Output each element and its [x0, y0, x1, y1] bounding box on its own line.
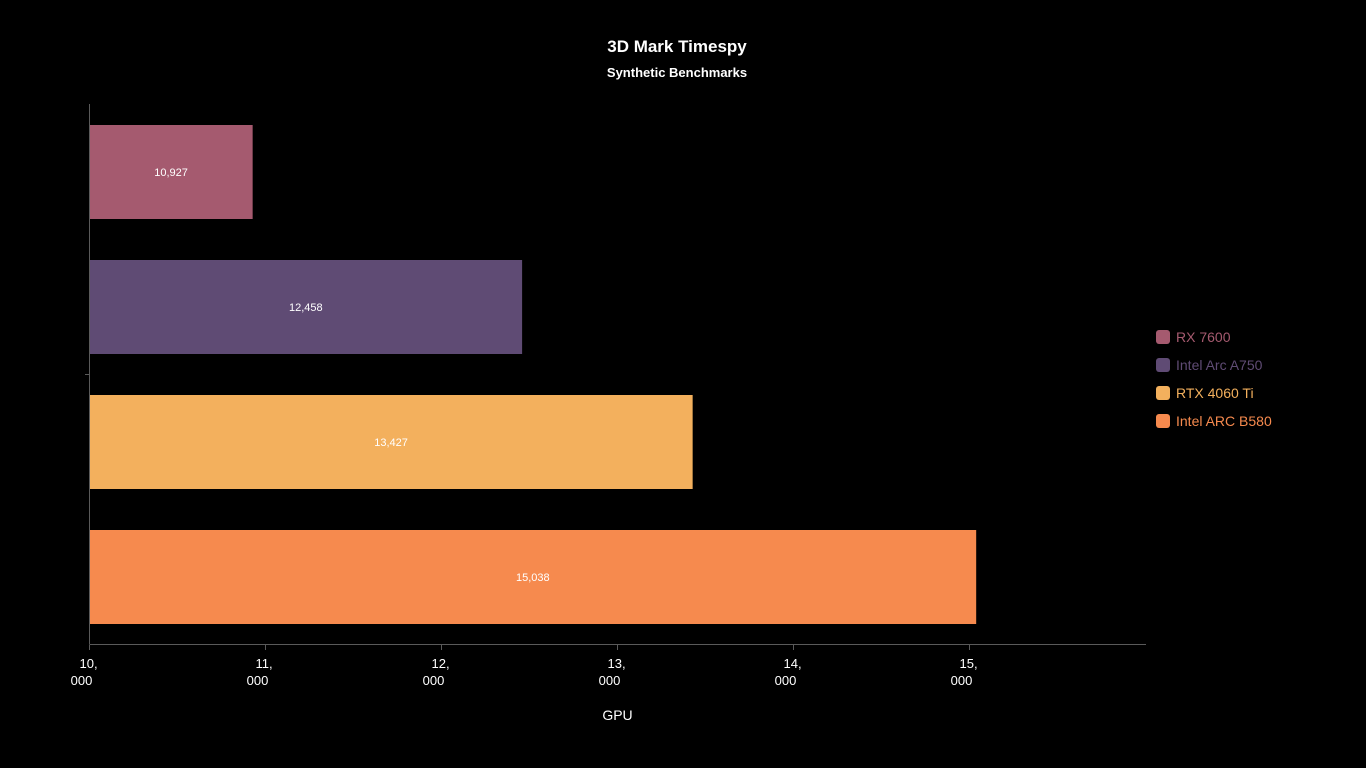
legend-item-3: Intel ARC B580 [1156, 407, 1272, 435]
legend-label-1: Intel Arc A750 [1176, 357, 1263, 373]
legend-label-2: RTX 4060 Ti [1176, 385, 1254, 401]
bar-3 [89, 530, 977, 624]
chart-subtitle: Synthetic Benchmarks [606, 65, 748, 80]
ticks-layer: 10, 000 11, 000 12, 000 13, 000 14, 000 15, 000 [71, 644, 978, 688]
chart-title: 3D Mark Timespy [607, 37, 747, 56]
legend-item-2: RTX 4060 Ti [1156, 379, 1272, 407]
x-tick-label-4: 14, 000 [775, 656, 802, 688]
x-tick-label-2: 12, 000 [423, 656, 450, 688]
bar-2 [89, 395, 693, 489]
bar-value-label-3: 15,038 [516, 572, 550, 584]
x-tick-label-0: 10, 000 [71, 656, 98, 688]
bar-value-label-2: 13,427 [374, 437, 408, 449]
legend-swatch-1 [1156, 358, 1170, 372]
bar-0 [89, 125, 253, 219]
legend-label-0: RX 7600 [1176, 329, 1231, 345]
x-tick-label-1: 11, 000 [247, 656, 273, 688]
legend-swatch-3 [1156, 414, 1170, 428]
x-tick-label-3: 13, 000 [599, 656, 626, 688]
legend-label-3: Intel ARC B580 [1176, 413, 1272, 429]
legend-swatch-2 [1156, 386, 1170, 400]
legend-item-0: RX 7600 [1156, 323, 1272, 351]
bar-value-label-1: 12,458 [289, 302, 323, 314]
legend-item-1: Intel Arc A750 [1156, 351, 1272, 379]
bars-layer: 10,927 12,458 13,427 15,038 [89, 125, 977, 624]
bar-value-label-0: 10,927 [154, 167, 188, 179]
bar-1 [89, 260, 523, 354]
x-axis-label: GPU [602, 707, 632, 723]
legend-swatch-0 [1156, 330, 1170, 344]
legend: RX 7600 Intel Arc A750 RTX 4060 Ti Intel AR… [1156, 323, 1272, 435]
x-tick-label-5: 15, 000 [951, 656, 978, 688]
